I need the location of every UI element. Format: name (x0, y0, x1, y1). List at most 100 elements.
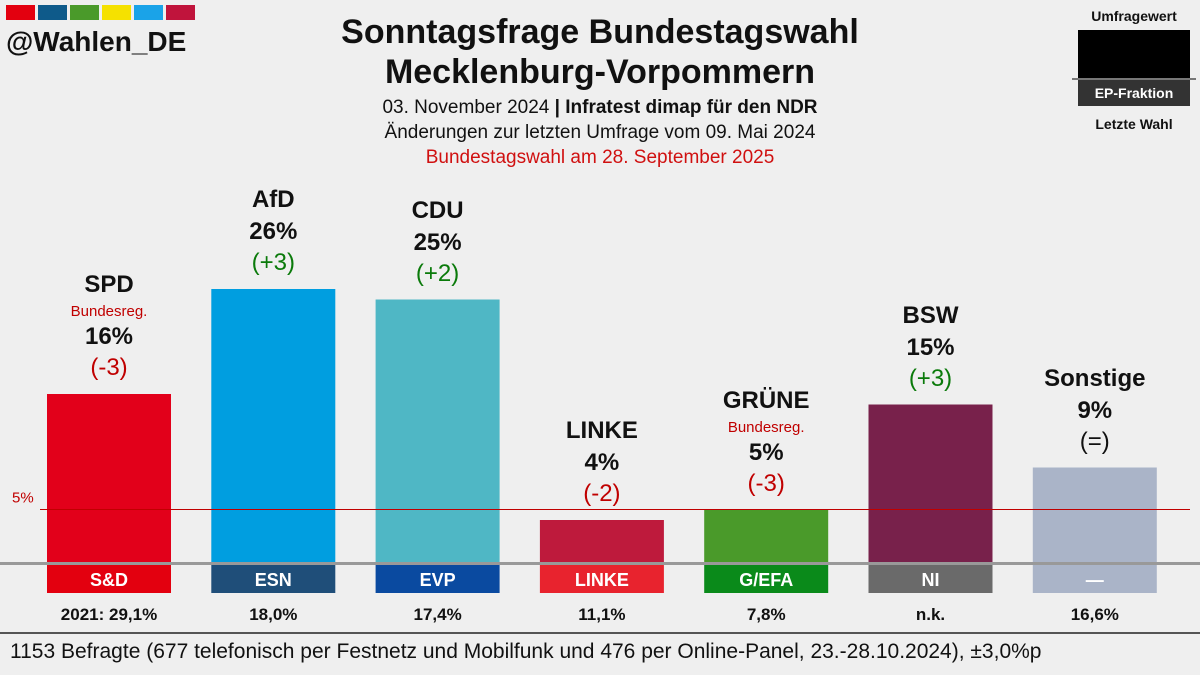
bar-party-label-wrap: SPD (84, 271, 134, 298)
legend-ep-group: EP-Fraktion (1078, 80, 1190, 106)
bar-spd (47, 394, 171, 562)
poll-source: Infratest dimap für den NDR (565, 97, 818, 118)
bar-party-label: LINKE (565, 417, 638, 444)
chart-title-line1: Sonntagsfrage Bundestagswahl (341, 13, 859, 51)
bar-party-label-wrap: GRÜNE (722, 386, 810, 414)
meta-separator: | (554, 97, 560, 118)
bar-value-label-wrap: 15% (906, 333, 955, 361)
bar-afd (211, 289, 336, 562)
legend-bar-swatch (1078, 30, 1190, 78)
ep-group-box (704, 565, 829, 593)
last-election-label: 7,8% (747, 605, 786, 624)
bar-change-label-wrap: (=) (1079, 427, 1110, 455)
last-election-label: 16,6% (1071, 605, 1119, 624)
bar-value-label: 16% (84, 323, 134, 350)
legend-baseline (1072, 78, 1196, 80)
bar-value-label-wrap: 26% (249, 218, 298, 245)
ep-group-box (539, 565, 664, 593)
bar-change-label-wrap: (+2) (415, 259, 460, 287)
ep-group-label: S&D (90, 570, 128, 590)
changes-note: Änderungen zur letzten Umfrage vom 09. M… (384, 122, 816, 143)
last-election-label: 11,1% (578, 605, 625, 624)
bar-change-label: (-3) (747, 469, 785, 497)
legend-last-election: Letzte Wahl (1095, 116, 1173, 132)
bar-change-label: (-3) (90, 354, 128, 381)
ep-group-label: EVP (420, 570, 456, 590)
threshold-label: 5% (12, 490, 34, 507)
brand-strip-swatch (6, 5, 35, 20)
brand-strip-swatch (38, 5, 67, 20)
bar-party-label: SPD (84, 271, 134, 298)
bar-bsw (868, 404, 993, 562)
bar-value-label-wrap: 9% (1077, 396, 1113, 424)
bar-change-label-wrap: (-2) (583, 480, 621, 507)
bar-value-label: 26% (249, 218, 298, 245)
bar-value-label: 15% (906, 333, 955, 361)
bar-sonstige (1032, 467, 1157, 562)
ep-group-box (868, 565, 993, 593)
bar-value-label: 9% (1077, 396, 1113, 424)
bar-change-label: (+3) (251, 249, 295, 276)
poll-meta: 03. November 2024 | Infratest dimap für … (0, 96, 1200, 120)
bar-party-label: AfD (251, 186, 295, 213)
last-election-label: 17,4% (413, 605, 461, 624)
bar-change-label-wrap: (-3) (747, 469, 785, 497)
poll-date: 03. November 2024 (382, 97, 550, 118)
ep-group-box (47, 565, 171, 593)
bar-value-label-wrap: 4% (584, 449, 620, 476)
bar-cdu (375, 299, 500, 562)
chart-baseline (0, 562, 1200, 565)
bar-party-label-wrap: BSW (902, 301, 959, 329)
ep-group-box (375, 565, 500, 593)
bar-note-label-wrap: Bundesreg. (70, 303, 148, 320)
bar-party-label: GRÜNE (722, 386, 810, 414)
brand-strip-swatch (70, 5, 99, 20)
brand-color-strip (6, 5, 195, 20)
ep-group-box (211, 565, 336, 593)
footer-sample-info: 1153 Befragte (677 telefonisch per Festn… (10, 640, 1042, 663)
bar-value-label-wrap: 16% (84, 323, 134, 350)
brand-strip-swatch (102, 5, 131, 20)
bar-value-label-wrap: 25% (413, 228, 462, 256)
bar-change-label-wrap: (+3) (251, 249, 295, 276)
bar-party-label: CDU (411, 196, 464, 224)
bar-linke (539, 520, 664, 562)
ep-group-label: LINKE (575, 570, 629, 590)
bar-change-label: (+3) (908, 364, 953, 392)
bar-party-label-wrap: CDU (411, 196, 464, 224)
election-note: Bundestagswahl am 28. September 2025 (425, 147, 775, 168)
legend-poll-value: Umfragewert (1091, 8, 1177, 24)
bar-grüne (704, 509, 829, 562)
ep-group-label: G/EFA (739, 570, 793, 590)
ep-group-label: — (1086, 570, 1104, 590)
bar-value-label: 4% (584, 449, 620, 476)
bar-party-label-wrap: LINKE (565, 417, 638, 444)
bar-change-label-wrap: (+3) (908, 364, 953, 392)
bar-value-label: 25% (413, 228, 462, 256)
bar-change-label: (=) (1079, 427, 1110, 455)
bar-note-label: Bundesreg. (70, 303, 148, 320)
bar-party-label: Sonstige (1044, 364, 1146, 392)
last-election-label: 18,0% (249, 605, 297, 624)
ep-group-label: NI (922, 570, 940, 590)
bar-change-label: (-2) (583, 480, 621, 507)
brand-strip-swatch (166, 5, 195, 20)
chart-title-line2: Mecklenburg-Vorpommern (384, 53, 816, 91)
legend: Umfragewert EP-Fraktion Letzte Wahl (1072, 6, 1196, 134)
brand-handle: @Wahlen_DE (6, 26, 187, 57)
last-election-label: n.k. (916, 605, 945, 624)
bar-value-label: 5% (748, 438, 784, 466)
bar-change-label-wrap: (-3) (90, 354, 128, 381)
bar-change-label: (+2) (415, 259, 460, 287)
bar-party-label: BSW (902, 301, 959, 329)
bar-party-label-wrap: Sonstige (1044, 364, 1146, 392)
bar-note-label-wrap: Bundesreg. (727, 418, 805, 436)
last-election-label: 2021: 29,1% (61, 605, 157, 624)
ep-group-box (1032, 565, 1157, 593)
brand-strip-swatch (134, 5, 163, 20)
bar-value-label-wrap: 5% (748, 438, 784, 466)
bar-note-label: Bundesreg. (727, 418, 805, 436)
ep-group-label: ESN (255, 570, 292, 590)
bar-party-label-wrap: AfD (251, 186, 295, 213)
